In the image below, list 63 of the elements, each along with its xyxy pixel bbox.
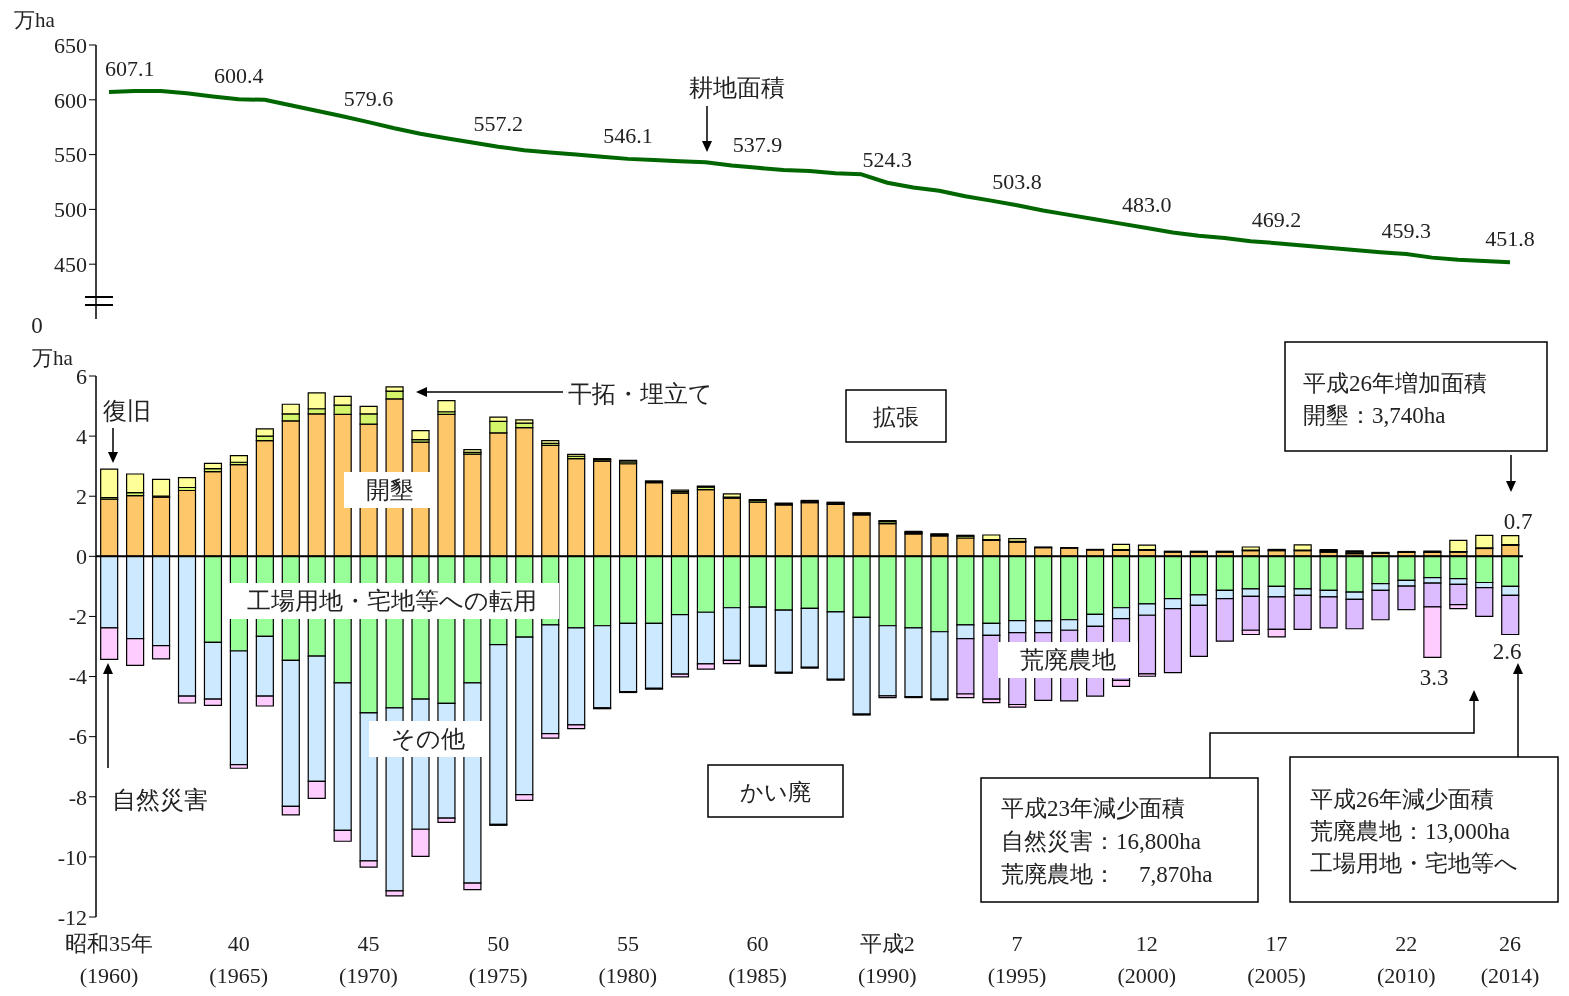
x-tick-label: 17 (2005) <box>1247 931 1306 988</box>
data-label: 503.8 <box>992 169 1042 195</box>
y-tick-label: -12 <box>57 904 87 930</box>
y-tick-label: 2 <box>76 484 87 510</box>
annotation: 平成23年減少面積 <box>1001 794 1185 823</box>
data-label: 579.6 <box>343 86 394 112</box>
annotation: 拡張 <box>873 403 919 432</box>
y-tick-label: -4 <box>68 664 87 690</box>
series-label: その他 <box>369 721 487 757</box>
data-label: 451.8 <box>1485 226 1535 252</box>
y-tick-label: -10 <box>57 844 87 870</box>
series-label: 復旧 <box>103 397 151 426</box>
x-tick-label: 55 (1980) <box>598 931 658 988</box>
x-tick-label: 26 (2014) <box>1480 931 1540 988</box>
data-label: 524.3 <box>862 146 913 172</box>
data-label: 483.0 <box>1122 192 1172 218</box>
x-tick-label: 7 (1995) <box>987 931 1047 988</box>
annotation: 自然災害：16,800ha <box>1001 827 1201 856</box>
text: 0 <box>31 313 43 339</box>
data-label: 537.9 <box>732 131 783 157</box>
annotation: 荒廃農地：13,000ha <box>1310 817 1510 846</box>
y-tick-label: -6 <box>68 724 87 750</box>
x-tick-label: 60 (1985) <box>728 931 787 988</box>
series-label: 荒廃農地 <box>998 642 1138 678</box>
x-tick-label: 昭和35年 (1960) <box>64 931 153 988</box>
series-label: 工場用地・宅地等への転用 <box>225 583 559 619</box>
data-label: 469.2 <box>1251 207 1302 233</box>
series-label: 自然災害 <box>112 786 208 815</box>
x-tick-label: 50 (1975) <box>468 931 528 988</box>
annotation: 開墾：3,740ha <box>1303 401 1446 430</box>
series-label: 開墾 <box>344 472 436 508</box>
data-label: 557.2 <box>473 110 523 136</box>
data-label: 607.1 <box>104 56 155 82</box>
x-tick-label: 45 (1970) <box>339 931 398 988</box>
x-tick-label: 12 (2000) <box>1117 931 1177 988</box>
annotation: 0.7 <box>1503 509 1533 535</box>
annotation: かい廃 <box>739 778 811 807</box>
data-label: 546.1 <box>603 122 653 148</box>
y-axis-title: 万ha <box>32 345 73 372</box>
y-tick-label: 0 <box>76 544 87 570</box>
annotation: 3.3 <box>1419 665 1449 691</box>
annotation: 平成26年減少面積 <box>1310 785 1494 814</box>
y-tick-label: 4 <box>76 423 87 449</box>
text: 耕地面積 <box>689 74 785 103</box>
y-tick-label: -2 <box>68 604 87 630</box>
x-tick-label: 22 (2010) <box>1376 931 1436 988</box>
data-label: 600.4 <box>213 63 264 89</box>
x-tick-label: 平成2 (1990) <box>858 931 917 988</box>
y-tick-label: 650 <box>54 32 87 58</box>
y-tick-label: 6 <box>76 363 87 389</box>
annotation: 平成26年増加面積 <box>1303 369 1487 398</box>
annotation: 2.6 <box>1492 639 1522 665</box>
x-tick-label: 40 (1965) <box>209 931 269 988</box>
y-axis-title: 万ha <box>14 7 55 34</box>
series-label: 干拓・埋立て <box>567 380 713 409</box>
y-tick-label: 550 <box>54 142 87 168</box>
y-tick-label: 500 <box>54 197 87 223</box>
annotation: 荒廃農地： 7,870ha <box>1001 860 1213 889</box>
y-tick-label: -8 <box>68 784 87 810</box>
y-tick-label: 450 <box>54 252 87 278</box>
y-tick-label: 600 <box>54 87 87 113</box>
annotation: 工場用地・宅地等へ <box>1310 849 1518 878</box>
data-label: 459.3 <box>1381 218 1431 244</box>
